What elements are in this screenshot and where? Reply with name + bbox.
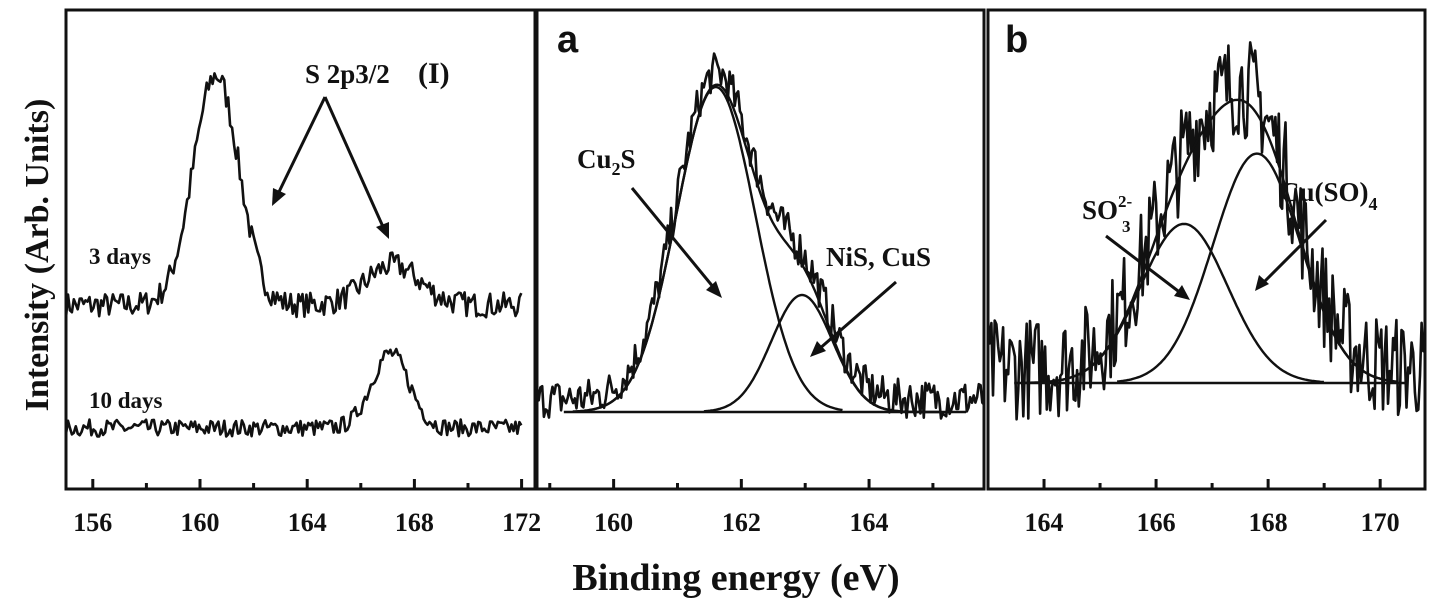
fit-component-a-1 <box>588 85 843 412</box>
spectrum-panel-a <box>535 52 985 420</box>
x-tick-label-1-164: 164 <box>850 508 889 537</box>
panel-1-frame <box>64 8 537 491</box>
x-tick-label-0-168: 168 <box>395 508 434 537</box>
arrow-s2p-left-head <box>272 188 286 206</box>
panel-a-frame <box>535 8 986 491</box>
component-nis-cus-label: NiS, CuS <box>826 242 931 272</box>
so3-sub: 3 <box>1122 217 1131 236</box>
arrow-s2p-left <box>275 96 327 197</box>
arrow-cuso4 <box>1260 218 1328 286</box>
series-label-10-days: 10 days <box>89 388 163 413</box>
arrow-nis-cus <box>817 280 897 352</box>
fit-component-a-2 <box>703 293 901 413</box>
x-tick-label-0-164: 164 <box>288 508 327 537</box>
x-tick-label-2-166: 166 <box>1137 508 1176 537</box>
component-cu2s-label: Cu2S <box>577 144 636 179</box>
x-tick-label-2-170: 170 <box>1361 508 1400 537</box>
series-label-3-days: 3 days <box>89 244 151 269</box>
cu2s-tail: S <box>621 144 636 174</box>
so3-sup: 2- <box>1118 192 1133 211</box>
arrow-s2p-right-head <box>376 222 389 239</box>
fit-component-b-1 <box>1044 222 1324 384</box>
x-tick-label-1-162: 162 <box>722 508 761 537</box>
arrow-cu2s <box>630 187 716 289</box>
x-tick-label-2-168: 168 <box>1249 508 1288 537</box>
spectrum-3-days <box>64 72 523 319</box>
arrow-cu2s-head <box>706 281 722 298</box>
x-tick-label-0-172: 172 <box>502 508 541 537</box>
spectrum-10-days <box>64 347 523 438</box>
arrow-nis-cus-head <box>810 341 826 357</box>
y-axis-label: Intensity (Arb. Units) <box>19 99 56 412</box>
arrow-so3-head <box>1174 285 1190 300</box>
panel-b-frame <box>986 8 1427 491</box>
panel-1-label: (I) <box>418 57 450 90</box>
cuso4-sub: 4 <box>1369 194 1378 214</box>
component-so3-label: SO2- <box>1082 192 1133 225</box>
peak-annotation-label: S 2p3/2 <box>305 59 390 89</box>
x-tick-label-1-160: 160 <box>594 508 633 537</box>
so3-main: SO <box>1082 195 1118 225</box>
x-tick-label-0-156: 156 <box>73 508 112 537</box>
arrow-s2p-right <box>323 96 386 230</box>
panel-a-label: a <box>557 19 579 61</box>
x-axis-label: Binding energy (eV) <box>572 557 899 599</box>
annotation-arrows <box>272 96 1328 357</box>
fit-envelope-b <box>1023 98 1382 384</box>
x-tick-label-0-160: 160 <box>181 508 220 537</box>
spectrum-panel-b <box>986 41 1427 421</box>
x-tick-label-2-164: 164 <box>1025 508 1064 537</box>
arrow-cuso4-head <box>1255 275 1269 291</box>
cu2s-sub: 2 <box>612 159 621 179</box>
plot-layer: 156 160 164 168 172 160 162 164 164 166 168 170 <box>64 41 1427 537</box>
cu2s-main: Cu <box>577 144 612 174</box>
fit-component-b-2 <box>1116 152 1397 383</box>
panel-b-label: b <box>1005 19 1028 61</box>
